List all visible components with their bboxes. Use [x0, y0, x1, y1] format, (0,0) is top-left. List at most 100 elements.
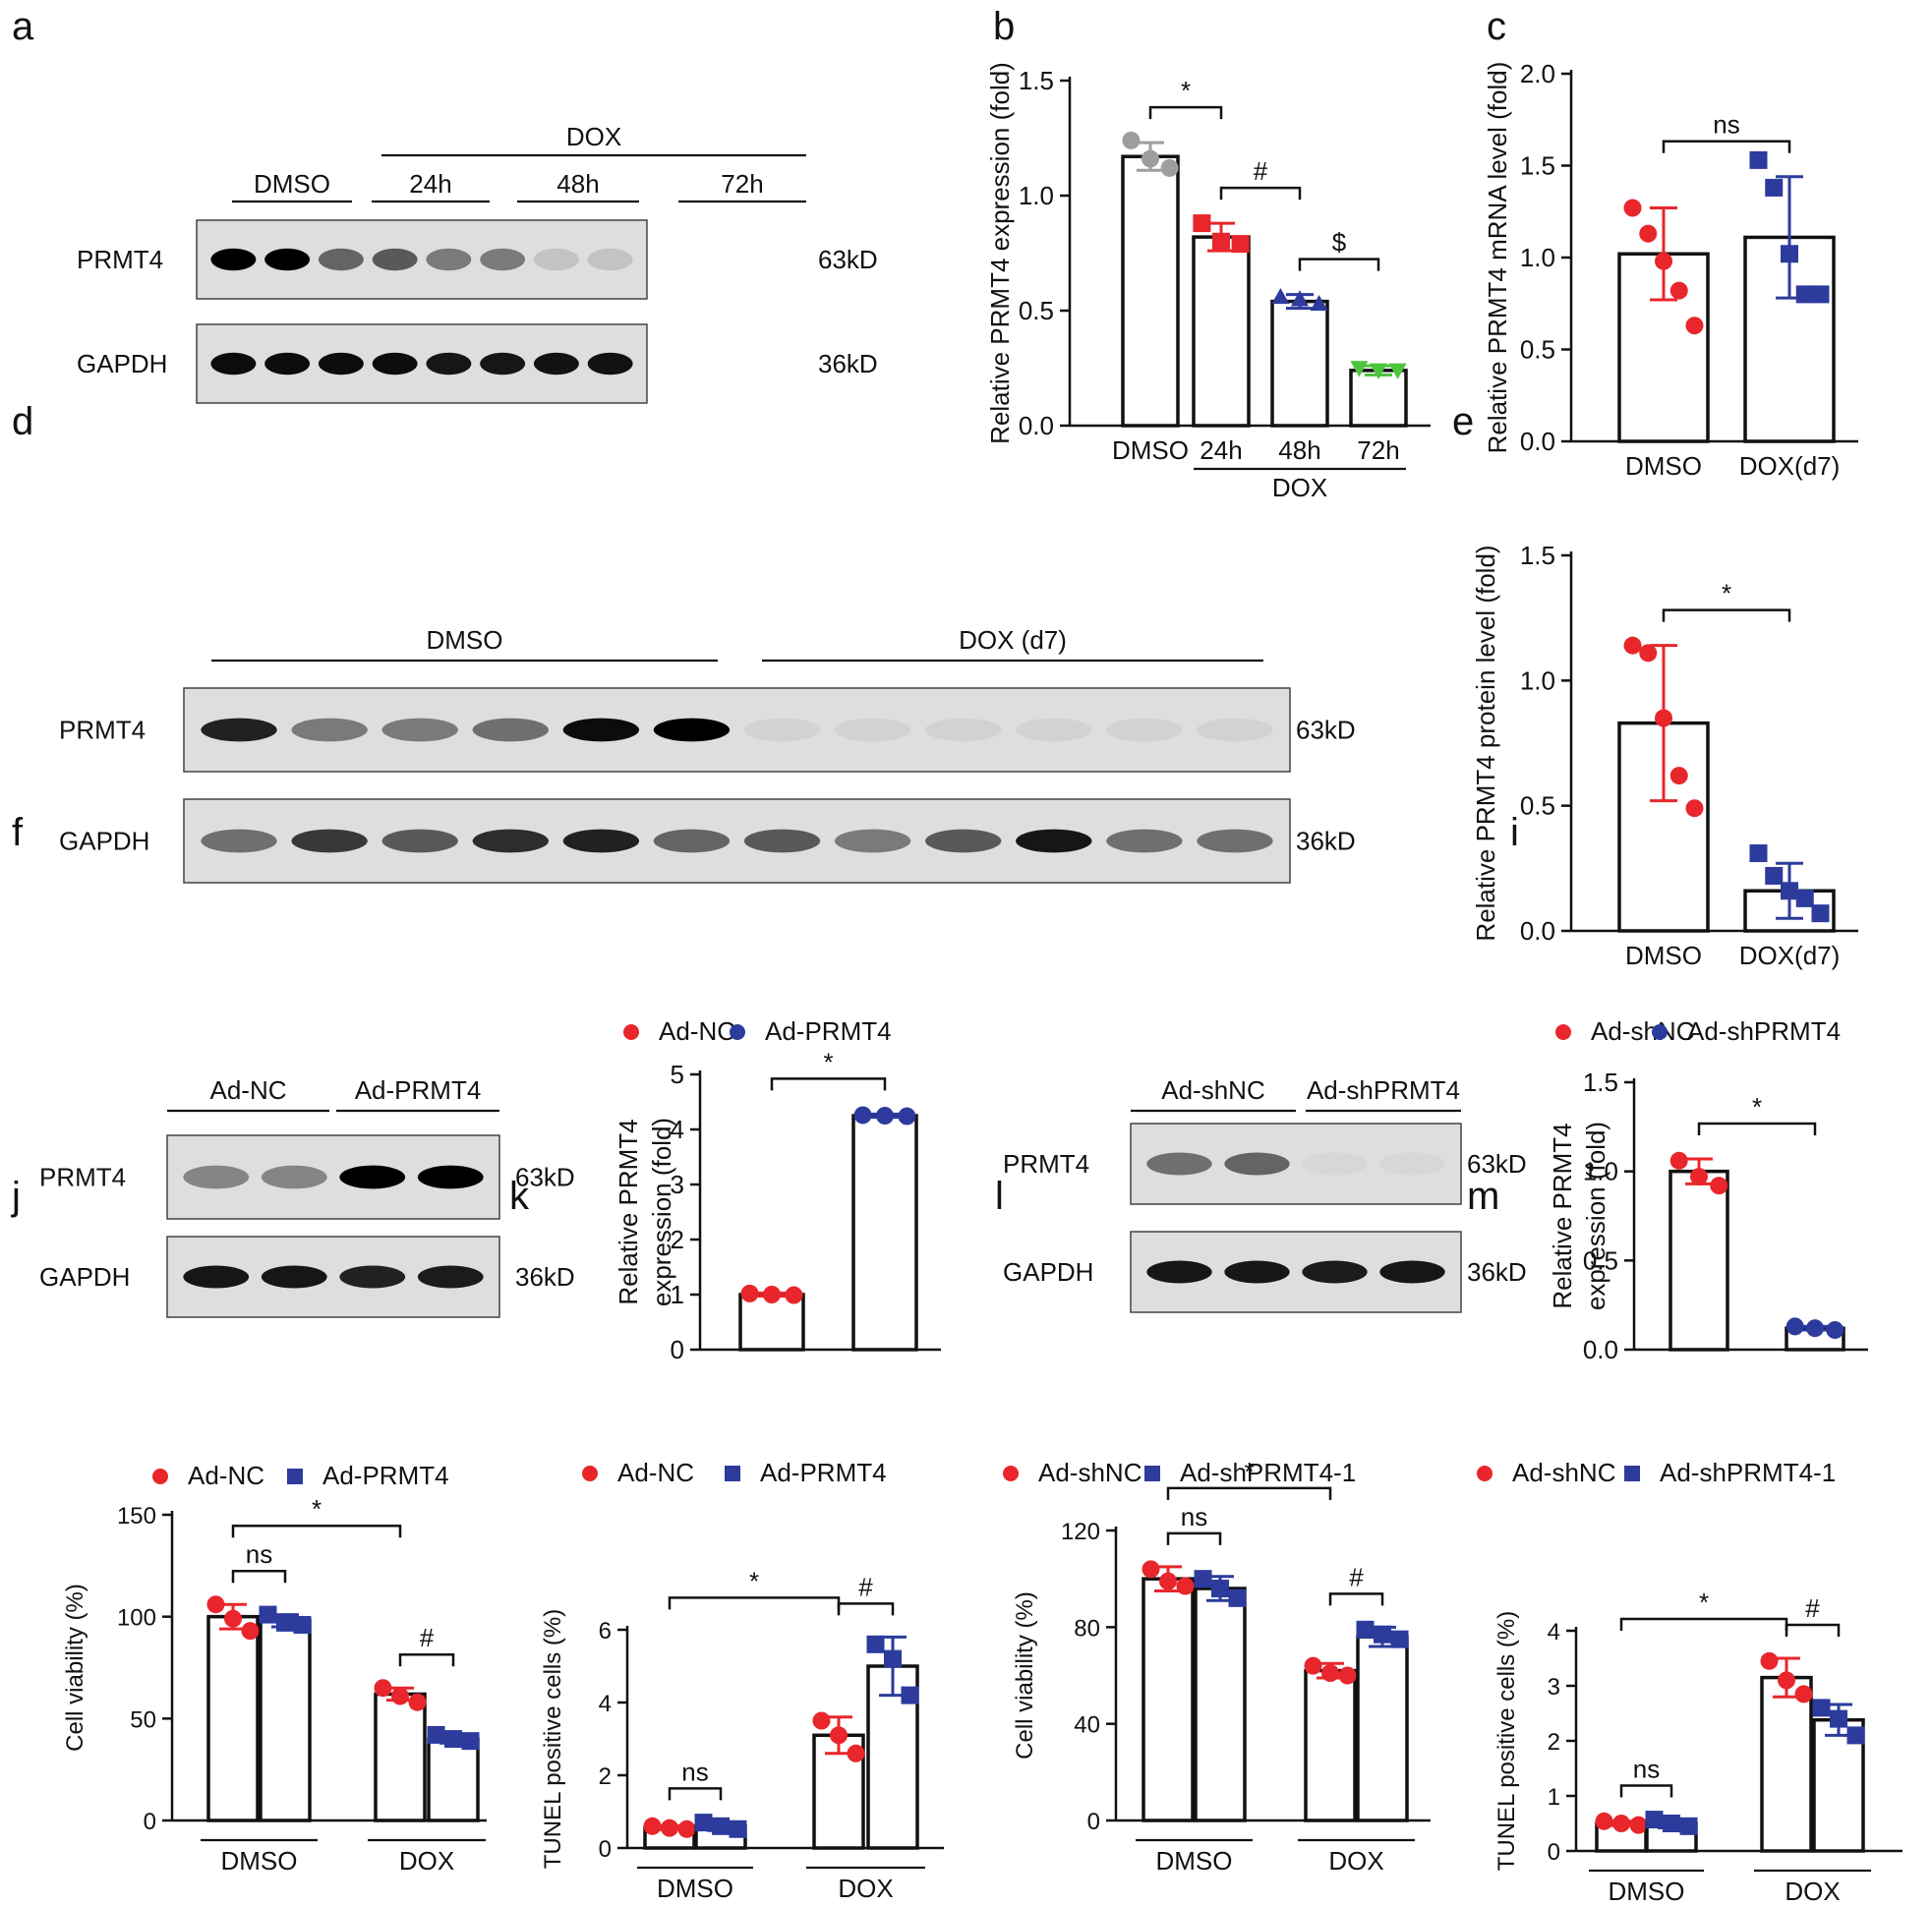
data-point — [1795, 285, 1814, 304]
blot-band — [533, 248, 579, 271]
bar — [1121, 154, 1180, 428]
blot-band — [381, 829, 458, 853]
legend-marker — [1477, 1466, 1493, 1481]
data-point — [259, 1605, 277, 1624]
blot-band — [925, 718, 1002, 742]
blot-kd-label: 36kD — [1296, 827, 1356, 856]
significance-label: ns — [1713, 110, 1739, 140]
bar — [1669, 1169, 1729, 1352]
blot-panel-f: PRMT4 63kD GAPDH 36kD Ad-NC Ad-PRMT4 — [39, 1075, 575, 1318]
x-tick-label: 72h — [1357, 435, 1399, 465]
y-tick-label: 40 — [1074, 1712, 1100, 1739]
data-point — [1639, 644, 1658, 663]
blot-group-label: 72h — [721, 169, 763, 199]
blot-band — [743, 829, 821, 853]
blot-kd-label: 63kD — [515, 1163, 575, 1192]
significance-label: * — [1699, 1588, 1709, 1617]
significance-bracket — [668, 1596, 841, 1610]
blot-kd-label: 36kD — [818, 349, 878, 378]
blot-band — [1016, 829, 1092, 853]
blot-kd-label: 36kD — [515, 1262, 575, 1292]
y-axis-label-line: Relative PRMT4 — [614, 1119, 643, 1304]
chart-panel-c: 0.0 0.5 1.0 1.5 2.0 Relative PRMT4 mRNA level… — [1483, 59, 1858, 481]
blot-band — [834, 718, 911, 742]
significance-label: * — [1752, 1092, 1762, 1122]
chart-panel-l: 0 40 80 120 Cell viability (%) DMSO DOX ns * # Ad-… — [1003, 1457, 1431, 1876]
bar — [1142, 1577, 1195, 1822]
significance-label: ns — [1633, 1755, 1660, 1784]
significance-label: ns — [246, 1539, 272, 1569]
data-point — [740, 1284, 759, 1302]
y-tick-label: 1.0 — [1520, 665, 1555, 695]
y-axis-label: Cell viability (%) — [1012, 1591, 1038, 1760]
data-point — [694, 1814, 713, 1832]
bar — [851, 1114, 918, 1352]
y-tick-label: 150 — [117, 1503, 156, 1530]
blot-band — [653, 718, 731, 742]
blot-kd-label: 36kD — [1467, 1257, 1527, 1287]
y-tick-label: 0.5 — [1520, 791, 1555, 821]
y-tick-label: 5 — [671, 1060, 684, 1089]
data-point — [1122, 131, 1141, 149]
legend-marker — [152, 1469, 168, 1484]
blot-band — [1224, 1152, 1290, 1176]
blot-group-label: 48h — [556, 169, 599, 199]
blot-membrane-gapdh — [183, 798, 1291, 884]
blot-band — [1302, 1260, 1368, 1284]
data-point — [1390, 1630, 1409, 1648]
bar — [1270, 299, 1329, 428]
data-point — [729, 1819, 747, 1838]
significance-label: # — [1254, 156, 1268, 186]
data-point — [1142, 1560, 1160, 1579]
y-tick-label: 80 — [1074, 1615, 1100, 1642]
data-point — [1669, 767, 1688, 785]
data-point — [1194, 1570, 1212, 1588]
blot-band — [417, 1165, 484, 1189]
legend-marker — [1003, 1466, 1019, 1481]
significance-label: * — [312, 1494, 322, 1524]
legend-marker — [725, 1466, 740, 1481]
bar — [1194, 1587, 1247, 1822]
y-tick-label: 1.0 — [1019, 181, 1054, 210]
x-tick-label: DOX(d7) — [1739, 941, 1841, 970]
data-point — [853, 1106, 872, 1125]
data-point — [374, 1679, 392, 1698]
data-point — [1710, 1177, 1728, 1195]
blot-band — [183, 1165, 250, 1189]
blot-band — [417, 1265, 484, 1289]
x-tick-label: DMSO — [1112, 435, 1189, 465]
blot-group-label: Ad-PRMT4 — [355, 1075, 482, 1105]
y-axis-label: TUNEL positive cells (%) — [540, 1609, 566, 1870]
blot-band — [210, 248, 257, 271]
significance-bracket — [770, 1077, 887, 1091]
x-tick-label: DMSO — [1625, 941, 1702, 970]
data-point — [1765, 178, 1784, 197]
x-tick-label: DMSO — [657, 1874, 733, 1903]
data-point — [866, 1635, 885, 1653]
data-point — [1350, 361, 1369, 377]
panel-letter-a: a — [12, 5, 34, 48]
panel-letter-f: f — [12, 811, 24, 854]
legend-label: Ad-PRMT4 — [765, 1016, 892, 1046]
x-tick-label: DMSO — [221, 1846, 298, 1876]
data-point — [293, 1615, 312, 1634]
blot-band — [372, 352, 418, 375]
y-axis-label-line: expression (fold) — [1581, 1122, 1610, 1310]
y-tick-label: 1.5 — [1019, 66, 1054, 95]
y-tick-label: 3 — [1548, 1674, 1560, 1701]
blot-band — [472, 829, 549, 853]
blot-kd-label: 63kD — [1296, 716, 1356, 745]
data-point — [1679, 1817, 1698, 1835]
data-point — [1812, 1699, 1831, 1717]
blot-band — [183, 1265, 250, 1289]
data-point — [1193, 214, 1211, 233]
significance-bracket — [1619, 1784, 1673, 1798]
data-point — [1685, 799, 1704, 818]
chart-panel-m: 0 1 2 3 4 TUNEL positive cells (%) DMSO DOX ns * #… — [1477, 1458, 1903, 1906]
significance-bracket — [837, 1602, 895, 1616]
blot-band — [587, 248, 633, 271]
legend-marker — [1652, 1024, 1668, 1040]
blot-group-label: Ad-shPRMT4 — [1307, 1075, 1460, 1105]
y-tick-label: 2 — [1548, 1729, 1560, 1756]
